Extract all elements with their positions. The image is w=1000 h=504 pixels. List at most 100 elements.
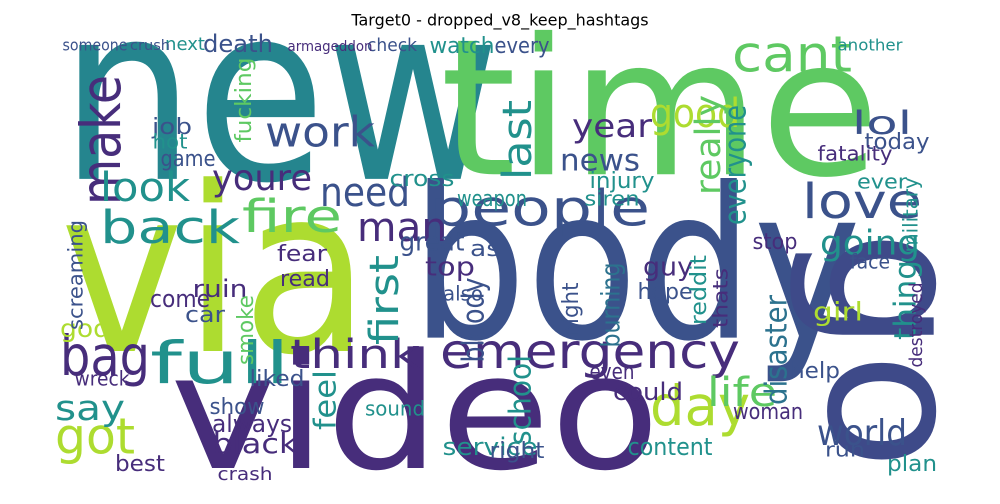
word: help xyxy=(790,359,840,384)
word: really xyxy=(689,95,729,195)
word: man xyxy=(357,205,447,251)
word: armageddon xyxy=(288,39,373,55)
word: cross xyxy=(390,167,455,192)
word: every xyxy=(495,34,550,59)
word: black xyxy=(213,427,299,460)
word: go xyxy=(785,230,1000,470)
word: fire xyxy=(242,190,342,243)
word: content xyxy=(628,433,713,461)
word: look xyxy=(100,165,191,211)
word: burning xyxy=(597,263,627,348)
word: job xyxy=(151,115,192,140)
word: service xyxy=(443,433,538,461)
word: people xyxy=(430,180,650,238)
word: year xyxy=(572,107,653,145)
word: next xyxy=(165,34,205,55)
word: love xyxy=(802,174,922,230)
word: sound xyxy=(365,397,425,421)
word: watch xyxy=(430,34,495,59)
word: best xyxy=(115,452,165,477)
word: good xyxy=(650,91,740,137)
word: as xyxy=(470,237,500,262)
word: military xyxy=(899,177,923,252)
word: school xyxy=(504,355,539,445)
word: liked xyxy=(250,367,305,392)
word: feel xyxy=(309,370,344,430)
word: reddit xyxy=(687,255,712,325)
word: god xyxy=(60,314,110,343)
word: news xyxy=(560,144,640,179)
word: plan xyxy=(887,452,937,477)
word: back xyxy=(100,201,240,254)
word: first xyxy=(362,255,408,345)
word: come xyxy=(150,285,210,313)
word: smoke xyxy=(234,295,259,365)
word: thats xyxy=(709,268,733,328)
word: fear xyxy=(277,242,328,267)
word: fucking xyxy=(232,58,257,143)
word: disaster xyxy=(760,294,795,405)
word: great xyxy=(400,228,465,258)
chart-title: Target0 - dropped_v8_keep_hashtags xyxy=(350,11,648,31)
word: body xyxy=(411,143,861,388)
word: guy xyxy=(643,253,693,283)
word: think xyxy=(290,332,421,378)
word: cant xyxy=(732,26,852,84)
word: run xyxy=(825,438,865,462)
word: bag xyxy=(60,324,150,388)
word: face xyxy=(850,250,890,274)
word: full xyxy=(150,329,290,397)
word: night xyxy=(559,282,584,337)
word: last xyxy=(495,100,541,180)
word: game xyxy=(161,147,216,172)
word: siren xyxy=(585,187,640,211)
word: destroyed xyxy=(906,283,927,368)
word: crash xyxy=(218,464,273,485)
word: injury xyxy=(590,169,655,194)
word: screaming xyxy=(64,220,88,330)
word: video xyxy=(170,319,660,500)
word: hot xyxy=(153,130,188,154)
word: bloody xyxy=(457,278,492,363)
word: even xyxy=(590,360,635,385)
word: death xyxy=(203,30,273,58)
word: show xyxy=(210,395,265,420)
word: new xyxy=(60,0,500,237)
word: lol xyxy=(852,104,912,142)
word: say xyxy=(55,389,125,429)
word: time xyxy=(440,0,880,219)
word: check xyxy=(367,35,418,56)
word: via xyxy=(60,139,370,406)
word: ruin xyxy=(193,275,248,303)
word: woman xyxy=(733,400,803,425)
word: today xyxy=(865,130,930,155)
word: day xyxy=(650,374,750,438)
word: hope xyxy=(638,280,693,305)
word: wreck xyxy=(75,367,130,391)
word: weapon xyxy=(457,187,527,212)
word: also xyxy=(443,282,483,306)
word: need xyxy=(320,170,410,216)
word: everyone xyxy=(719,105,754,225)
word: another xyxy=(838,36,903,55)
word: ever xyxy=(857,170,908,194)
word: read xyxy=(280,267,330,292)
word: world xyxy=(817,413,907,454)
word: thing xyxy=(889,260,924,340)
word: top xyxy=(425,253,475,283)
word: life xyxy=(707,370,777,416)
word: make xyxy=(69,75,133,205)
word: work xyxy=(265,108,376,157)
word: emergency xyxy=(440,324,740,380)
word: right xyxy=(490,439,545,464)
word: always xyxy=(212,410,292,438)
word: crush xyxy=(130,38,170,54)
word: car xyxy=(185,303,226,328)
word: got xyxy=(55,408,135,466)
word: could xyxy=(613,378,683,406)
word: youre xyxy=(212,158,312,199)
word: fatality xyxy=(818,142,893,166)
